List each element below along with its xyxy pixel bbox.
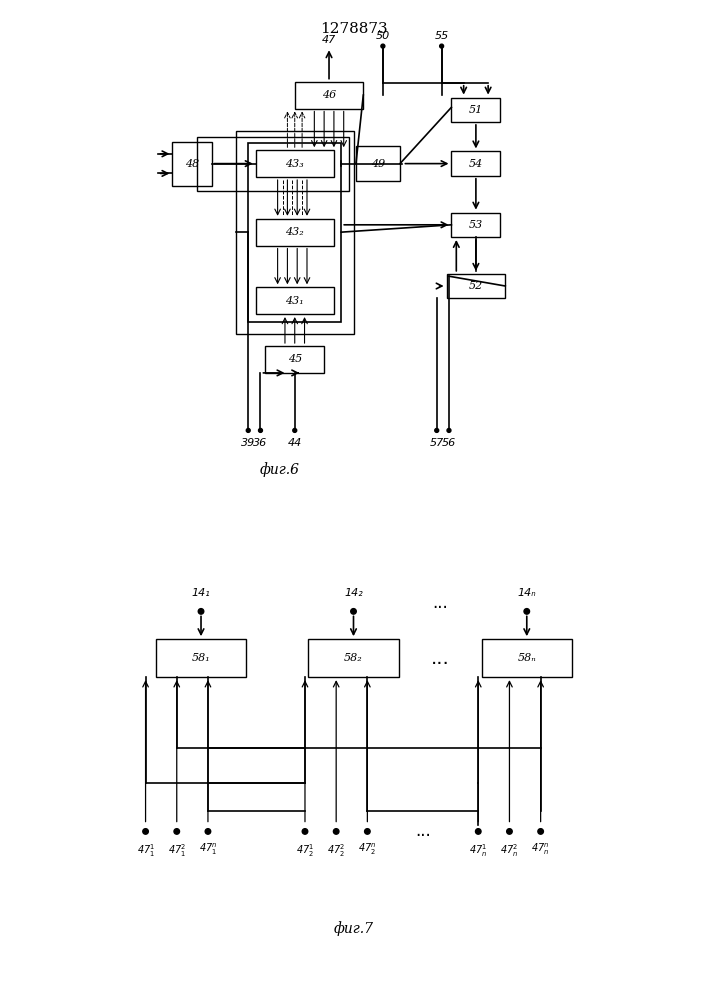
Text: 14₁: 14₁: [192, 588, 211, 598]
FancyBboxPatch shape: [451, 151, 501, 176]
Circle shape: [334, 829, 339, 834]
Text: ...: ...: [431, 649, 450, 668]
Text: 44: 44: [288, 438, 302, 448]
FancyBboxPatch shape: [308, 639, 399, 677]
Text: 47$^n_1$: 47$^n_1$: [199, 842, 217, 857]
Bar: [248, 143, 341, 322]
FancyBboxPatch shape: [356, 146, 400, 181]
Text: 14ₙ: 14ₙ: [518, 588, 536, 598]
Text: 47$^2_1$: 47$^2_1$: [168, 842, 186, 859]
Text: фиг.6: фиг.6: [260, 462, 300, 477]
Text: 58ₙ: 58ₙ: [518, 653, 536, 663]
Circle shape: [174, 829, 180, 834]
Circle shape: [365, 829, 370, 834]
Bar: [236, 131, 354, 334]
Text: 47$^n_2$: 47$^n_2$: [358, 842, 377, 857]
Text: 1278873: 1278873: [320, 22, 387, 36]
Text: 57: 57: [430, 438, 444, 448]
Circle shape: [302, 829, 308, 834]
Circle shape: [246, 428, 250, 432]
Text: 47$^1_n$: 47$^1_n$: [469, 842, 487, 859]
Text: 43₁: 43₁: [286, 296, 304, 306]
FancyBboxPatch shape: [265, 346, 324, 373]
Circle shape: [381, 44, 385, 48]
FancyBboxPatch shape: [256, 287, 334, 314]
FancyBboxPatch shape: [451, 213, 501, 237]
FancyBboxPatch shape: [256, 219, 334, 246]
Circle shape: [351, 609, 356, 614]
Text: 51: 51: [469, 105, 483, 115]
Circle shape: [507, 829, 513, 834]
Text: 50: 50: [375, 31, 390, 41]
FancyBboxPatch shape: [481, 639, 572, 677]
Text: 47$^2_2$: 47$^2_2$: [327, 842, 345, 859]
FancyBboxPatch shape: [295, 82, 363, 109]
Text: 48: 48: [185, 159, 199, 169]
Circle shape: [205, 829, 211, 834]
Circle shape: [435, 428, 438, 432]
Bar: [197, 137, 349, 191]
FancyBboxPatch shape: [156, 639, 246, 677]
Text: 56: 56: [442, 438, 456, 448]
Circle shape: [447, 428, 451, 432]
Text: 47$^2_n$: 47$^2_n$: [501, 842, 519, 859]
Text: 43₃: 43₃: [286, 159, 304, 169]
Text: 46: 46: [322, 90, 336, 100]
Text: 55: 55: [435, 31, 449, 41]
Text: ...: ...: [415, 822, 431, 840]
Circle shape: [476, 829, 481, 834]
Circle shape: [259, 428, 262, 432]
Circle shape: [293, 428, 297, 432]
Circle shape: [143, 829, 148, 834]
FancyBboxPatch shape: [256, 150, 334, 177]
Text: 54: 54: [469, 159, 483, 169]
Text: 47$^1_2$: 47$^1_2$: [296, 842, 314, 859]
Text: фиг.7: фиг.7: [334, 922, 373, 936]
FancyBboxPatch shape: [173, 142, 211, 186]
Circle shape: [440, 44, 443, 48]
FancyBboxPatch shape: [447, 274, 506, 298]
Text: 45: 45: [288, 354, 302, 364]
Circle shape: [524, 609, 530, 614]
Circle shape: [198, 609, 204, 614]
Text: 39: 39: [241, 438, 255, 448]
Text: ...: ...: [432, 594, 448, 612]
Text: 43₂: 43₂: [286, 227, 304, 237]
Text: 58₁: 58₁: [192, 653, 211, 663]
Circle shape: [538, 829, 544, 834]
Text: 47: 47: [322, 35, 336, 45]
Text: 14₂: 14₂: [344, 588, 363, 598]
FancyBboxPatch shape: [451, 98, 501, 122]
Text: 47$^1_1$: 47$^1_1$: [136, 842, 155, 859]
Text: 52: 52: [469, 281, 483, 291]
Text: 53: 53: [469, 220, 483, 230]
Text: 58₂: 58₂: [344, 653, 363, 663]
Text: 49: 49: [371, 159, 385, 169]
Text: 47$^n_n$: 47$^n_n$: [532, 842, 550, 857]
Text: 36: 36: [253, 438, 268, 448]
